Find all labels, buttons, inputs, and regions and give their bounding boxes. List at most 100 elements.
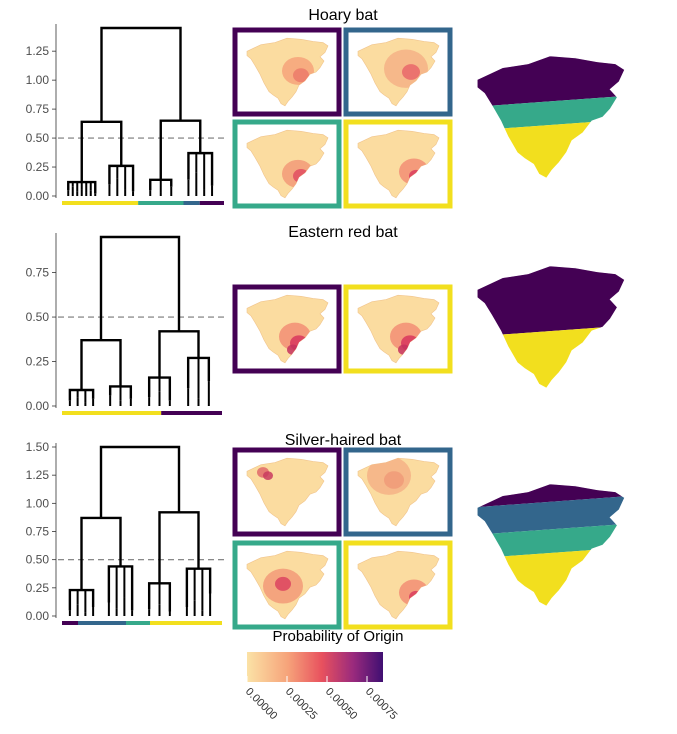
heat <box>367 458 411 495</box>
y-tick-label: 0.25 <box>26 160 50 174</box>
heat <box>257 467 273 480</box>
panel-eastern-red-bat: 0.00 0.25 0.50 0.75 Eastern red bat <box>26 224 625 415</box>
dendrogram-subcluster <box>107 565 134 611</box>
y-tick-label: 1.25 <box>26 468 50 482</box>
origin-map <box>343 119 453 209</box>
dendrogram-subcluster <box>108 164 135 192</box>
dendrogram-subcluster <box>68 588 95 611</box>
cluster-map-landmass <box>476 55 625 179</box>
cluster-regions <box>477 55 625 179</box>
origin-map-landmass <box>246 37 329 107</box>
heat <box>384 49 428 88</box>
cluster-region <box>477 546 625 607</box>
y-tick-label: 0.75 <box>26 266 50 280</box>
legend-tick-label: 0.00075 <box>363 686 400 723</box>
dendrogram-branch <box>80 120 123 183</box>
dendrogram-root <box>99 445 181 518</box>
legend-tick-label: 0.00050 <box>323 686 360 723</box>
land <box>357 550 440 620</box>
legend-title: Probability of Origin <box>273 628 404 645</box>
y-tick-label: 1.00 <box>26 496 50 510</box>
y-tick-label: 0.50 <box>26 131 50 145</box>
panel-silver-haired-bat: 0.00 0.25 0.50 0.75 1.00 1.25 1.50 Silver-haire… <box>26 432 625 630</box>
cluster-region <box>477 118 625 179</box>
y-tick-label: 0.25 <box>26 581 50 595</box>
origin-map <box>232 284 342 374</box>
panel-hoary-bat: 0.00 0.25 0.50 0.75 1.00 1.25 Hoary bat <box>26 7 625 209</box>
heat-blob <box>402 64 420 80</box>
origin-map-landmass <box>246 457 329 527</box>
dendrogram-subcluster <box>68 388 95 401</box>
heat-blob <box>293 68 309 83</box>
y-tick-label: 0.25 <box>26 355 50 369</box>
cluster-bar-segment <box>161 411 222 415</box>
cluster-regions <box>477 265 625 389</box>
y-tick-label: 1.50 <box>26 440 50 454</box>
cluster-map <box>476 55 625 179</box>
origin-map <box>343 540 453 630</box>
panel-title: Hoary bat <box>308 7 378 24</box>
origin-map <box>232 119 342 209</box>
origin-map <box>232 540 342 630</box>
y-tick-label: 0.50 <box>26 310 50 324</box>
origin-map <box>232 447 342 537</box>
heat <box>263 568 303 604</box>
origin-map <box>343 284 453 374</box>
dendrogram-branch <box>80 338 122 390</box>
y-tick-label: 1.25 <box>26 44 50 58</box>
coast <box>476 483 625 607</box>
panel-title: Silver-haired bat <box>285 432 402 449</box>
coast <box>476 55 625 179</box>
dendrogram-subcluster <box>185 567 212 607</box>
origin-map-landmass <box>246 550 329 620</box>
cluster-bar-segment <box>62 411 162 415</box>
legend-tick-label: 0.00025 <box>283 686 320 723</box>
dendrogram-root <box>100 26 182 122</box>
y-tick-label: 0.75 <box>26 525 50 539</box>
y-tick-label: 1.00 <box>26 73 50 87</box>
origin-map <box>343 27 453 117</box>
cluster-region <box>477 325 625 389</box>
dendrogram-branch <box>159 119 202 180</box>
heat-blob <box>384 471 404 489</box>
origin-map-landmass <box>357 457 440 527</box>
dendrogram-branch <box>80 516 122 591</box>
dendrogram-branch <box>158 330 200 378</box>
y-tick-label: 0.00 <box>26 399 50 413</box>
heat-blob <box>263 471 273 480</box>
cluster-bar-segment <box>62 201 139 205</box>
heat <box>282 56 314 85</box>
cluster-bar-segment <box>199 201 224 205</box>
cluster-bar-segment <box>150 621 222 625</box>
cluster-region <box>477 495 625 536</box>
y-tick-label: 0.75 <box>26 102 50 116</box>
y-tick-label: 0.00 <box>26 189 50 203</box>
cluster-bar-segment <box>78 621 126 625</box>
cluster-map <box>476 265 625 389</box>
cluster-map-landmass <box>476 265 625 389</box>
origin-map <box>232 27 342 117</box>
cluster-bar-segment <box>138 201 184 205</box>
cluster-bar-segment <box>126 621 150 625</box>
dendrogram-subcluster <box>187 151 214 186</box>
panel-title: Eastern red bat <box>288 224 398 241</box>
y-tick-label: 0.50 <box>26 553 50 567</box>
cluster-region <box>477 265 625 337</box>
dendrogram-root <box>99 235 181 341</box>
origin-map <box>343 447 453 537</box>
legend-colorbar <box>247 652 383 682</box>
cluster-regions <box>477 483 625 607</box>
y-tick-label: 0.00 <box>26 609 50 623</box>
legend-tick-label: 0.00000 <box>243 686 280 723</box>
cluster-region <box>477 483 625 508</box>
coast <box>476 265 625 389</box>
dendrogram-branch <box>158 511 200 584</box>
cluster-map <box>476 483 625 607</box>
cluster-bar-segment <box>183 201 200 205</box>
cluster-map-landmass <box>476 483 625 607</box>
origin-map-landmass <box>357 37 440 107</box>
heat-blob <box>275 576 291 591</box>
cluster-bar-segment <box>62 621 78 625</box>
